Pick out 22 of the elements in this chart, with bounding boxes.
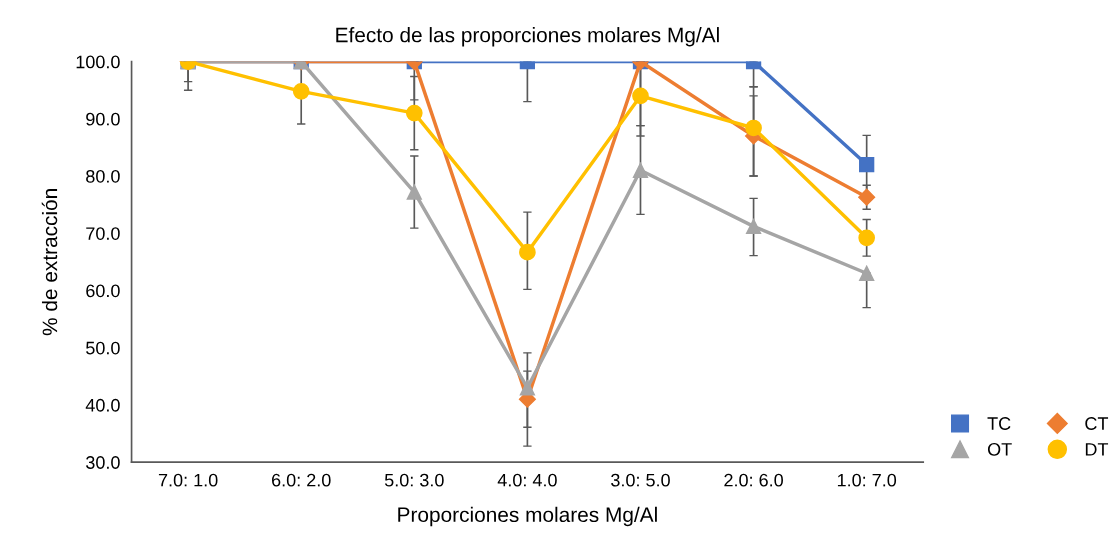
legend-label: TC: [987, 417, 1011, 430]
legend-label: OT: [987, 442, 1012, 456]
chart-title: Efecto de las proporciones molares Mg/Al: [336, 27, 719, 47]
y-tick-label: 30.0: [86, 456, 120, 469]
legend-label: DT: [1085, 443, 1109, 456]
x-tick-label: 4.0: 4.0: [497, 473, 557, 487]
y-tick-label: 80.0: [86, 169, 120, 183]
y-tick-label: 40.0: [85, 398, 120, 412]
legend-label: CT: [1085, 417, 1109, 430]
y-axis-title: % de extracción: [41, 189, 58, 336]
y-tick-label: 60.0: [86, 284, 120, 298]
x-tick-label: 3.0: 5.0: [611, 473, 670, 487]
x-tick-label: 1.0: 7.0: [837, 473, 897, 487]
y-tick-label: 100.0: [76, 55, 120, 69]
x-axis-title: Proporciones molares Mg/Al: [398, 506, 657, 527]
y-tick-label: 70.0: [86, 227, 120, 240]
y-tick-label: 90.0: [86, 112, 120, 126]
x-tick-label: 6.0: 2.0: [272, 473, 331, 487]
x-tick-label: 2.0: 6.0: [724, 473, 783, 487]
y-tick-label: 50.0: [86, 341, 120, 355]
x-tick-label: 7.0: 1.0: [158, 473, 218, 487]
x-tick-label: 5.0: 3.0: [384, 473, 444, 487]
